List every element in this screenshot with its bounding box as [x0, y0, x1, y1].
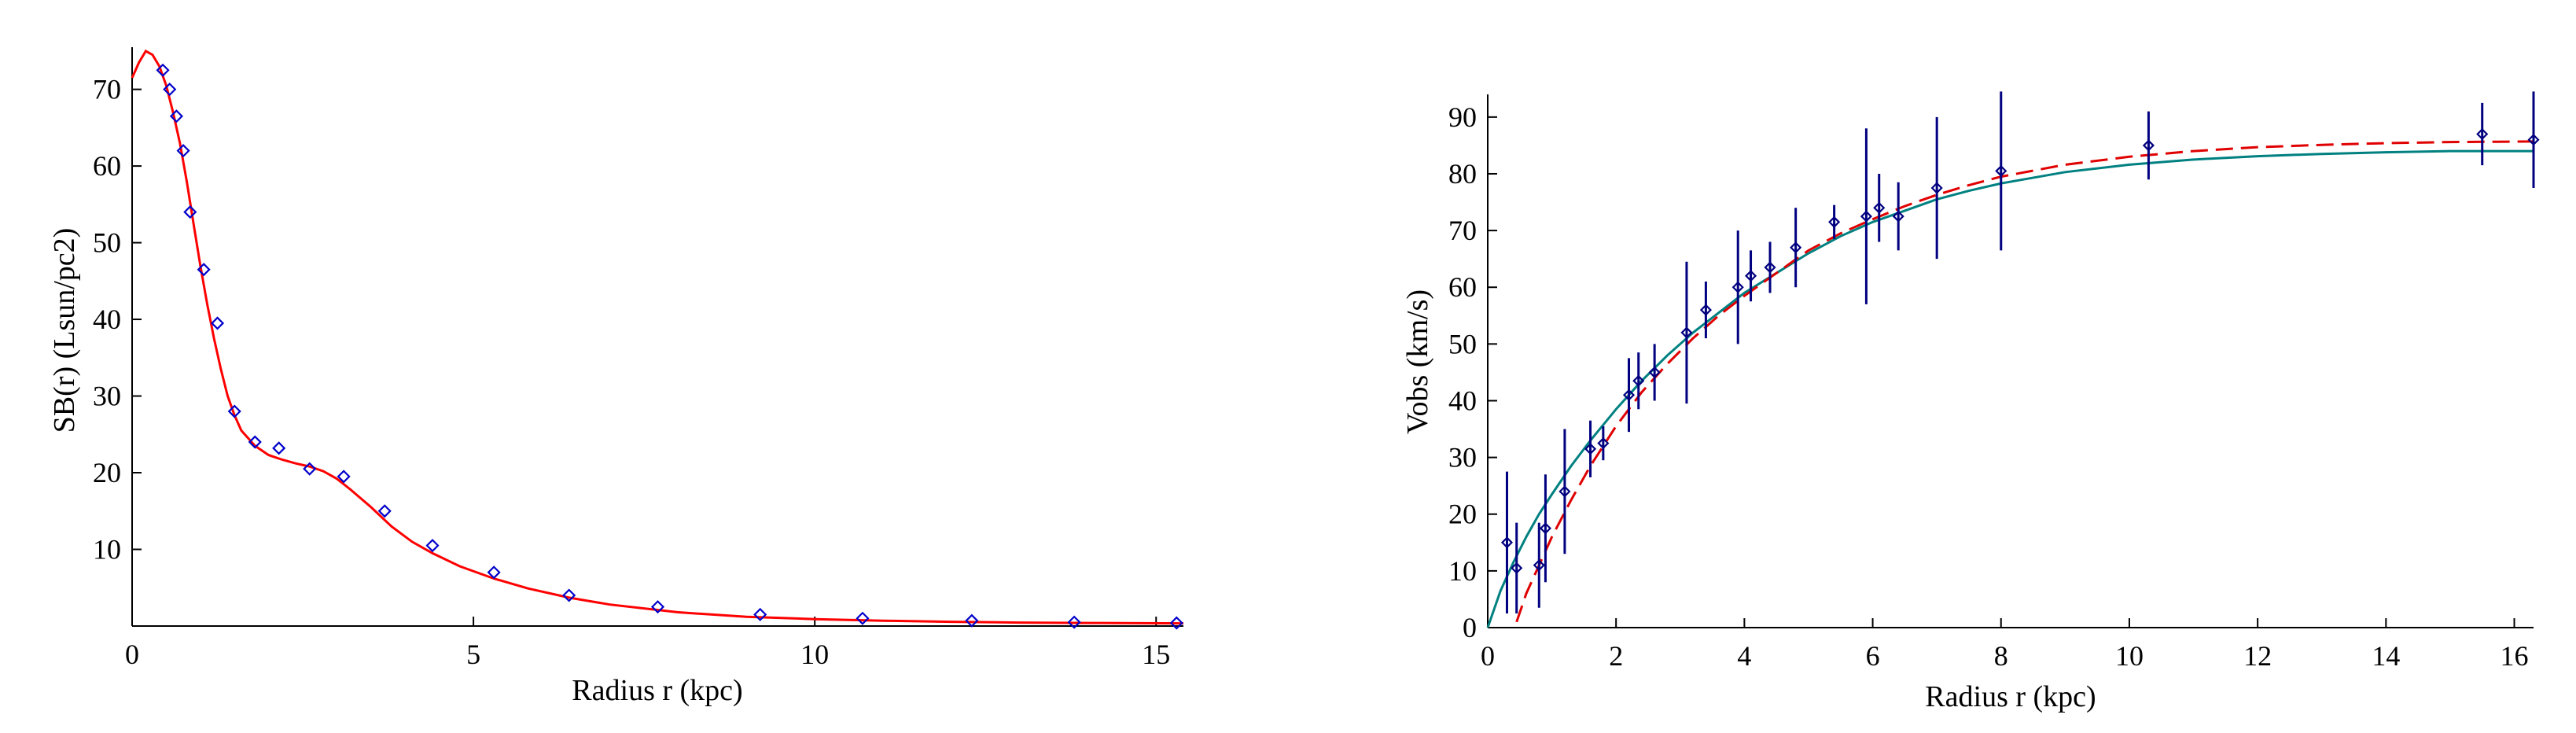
y-tick-label: 20: [93, 457, 121, 488]
data-point: [1169, 616, 1183, 630]
data-point: [377, 504, 392, 518]
data-point: [1828, 215, 1841, 228]
axis-ticks: 0 2 4 6 8 10 12 14 16 0 10 20 30 40 50 60 70 80 90: [1448, 101, 2529, 672]
y-tick-label: 0: [1463, 612, 1477, 643]
data-point: [2527, 134, 2540, 146]
data-point: [1680, 326, 1693, 339]
data-point: [1744, 270, 1757, 282]
surface-brightness-chart: 0 5 10 15 10 20 30 40 50 60 70 Radius r (kpc) SB(r…: [48, 47, 1184, 707]
data-point: [1533, 559, 1545, 572]
data-point: [156, 63, 170, 77]
x-tick-label: 10: [2115, 640, 2144, 672]
data-point: [1067, 615, 1081, 629]
y-tick-label: 70: [93, 74, 121, 105]
x-tick-label: 4: [1737, 640, 1751, 672]
y-tick-label: 40: [93, 304, 121, 335]
data-point: [856, 611, 870, 625]
data-point: [248, 435, 262, 449]
x-tick-label: 12: [2243, 640, 2272, 672]
data-point: [303, 462, 317, 476]
rotation-curve-chart: 0 2 4 6 8 10 12 14 16 0 10 20 30 40 50 60 70 80 90 Radius …: [1401, 91, 2540, 713]
data-point: [1597, 437, 1610, 450]
y-tick-label: 50: [93, 227, 121, 259]
model-curve-dashed: [1515, 140, 2534, 623]
y-tick-label: 60: [93, 150, 121, 182]
x-tick-label: 15: [1142, 639, 1170, 670]
data-point: [227, 404, 241, 418]
data-point: [2142, 139, 2155, 152]
plot-area: [1486, 91, 2540, 628]
y-axis-label: Vobs (km/s): [1401, 289, 1434, 434]
y-tick-label: 80: [1448, 158, 1477, 190]
data-point: [1539, 522, 1551, 535]
fit-curve: [131, 49, 1184, 625]
x-tick-label: 2: [1609, 640, 1623, 672]
axis-ticks: 0 5 10 15 10 20 30 40 50 60 70: [93, 74, 1170, 670]
y-tick-label: 70: [1448, 215, 1477, 246]
y-tick-label: 90: [1448, 101, 1477, 133]
data-point: [1511, 562, 1523, 574]
data-point: [1731, 281, 1744, 293]
y-tick-label: 30: [93, 381, 121, 412]
y-tick-label: 40: [1448, 385, 1477, 416]
data-point: [1648, 366, 1661, 378]
x-tick-label: 8: [1994, 640, 2008, 672]
y-tick-label: 10: [93, 534, 121, 565]
y-tick-label: 30: [1448, 442, 1477, 473]
data-point: [1930, 182, 1943, 194]
data-point: [197, 263, 211, 277]
x-axis-label: Radius r (kpc): [1925, 680, 2096, 713]
data-point: [1995, 164, 2007, 177]
data-point: [965, 613, 979, 628]
data-point: [176, 144, 190, 158]
x-tick-label: 6: [1866, 640, 1880, 672]
data-point: [337, 470, 351, 484]
x-axis-label: Radius r (kpc): [572, 674, 742, 707]
data-point: [1860, 210, 1872, 223]
data-point: [1892, 210, 1904, 223]
data-point: [2476, 127, 2489, 141]
data-point: [1764, 261, 1776, 274]
data-point: [1500, 536, 1514, 549]
data-point: [425, 539, 440, 553]
data-point: [753, 607, 767, 621]
data-point: [1873, 201, 1886, 214]
data-point: [1632, 374, 1645, 387]
data-point: [272, 441, 286, 455]
x-tick-label: 16: [2501, 640, 2529, 672]
data-point: [1558, 485, 1571, 498]
data-point: [562, 588, 576, 602]
x-tick-label: 5: [466, 639, 480, 670]
data-point: [1584, 443, 1597, 455]
data-point: [1622, 389, 1636, 401]
data-point: [210, 316, 225, 330]
y-tick-label: 60: [1448, 271, 1477, 303]
data-point: [487, 565, 501, 580]
data-point: [169, 109, 183, 123]
x-tick-label: 14: [2372, 640, 2400, 672]
y-axis-label: SB(r) (Lsun/pc2): [48, 228, 81, 433]
data-point: [163, 83, 177, 97]
x-tick-label: 0: [1481, 640, 1495, 672]
data-point: [183, 205, 197, 219]
x-tick-label: 0: [125, 639, 139, 670]
data-point: [650, 600, 665, 614]
data-point: [1699, 304, 1712, 316]
y-tick-label: 20: [1448, 499, 1477, 530]
y-tick-label: 10: [1448, 555, 1477, 587]
x-tick-label: 10: [800, 639, 829, 670]
y-tick-label: 50: [1448, 328, 1477, 359]
plot-area: [131, 49, 1184, 630]
data-point: [1790, 241, 1802, 254]
